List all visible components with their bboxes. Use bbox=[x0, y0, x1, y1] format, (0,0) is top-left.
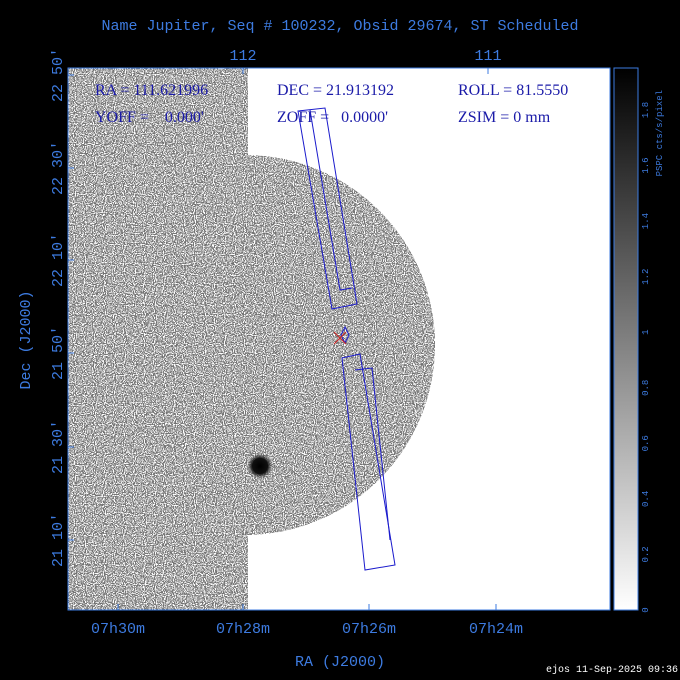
left-tick-label: 21 50' bbox=[50, 326, 67, 380]
colorbar-tick-label: 1.8 bbox=[641, 102, 651, 118]
colorbar bbox=[613, 67, 639, 611]
left-tick-label: 22 10' bbox=[50, 233, 67, 287]
info-text: YOFF = 0.000' bbox=[95, 109, 204, 126]
frame bbox=[67, 67, 611, 611]
colorbar-tick-label: 0.4 bbox=[641, 491, 651, 507]
top-tick-label: 112 bbox=[229, 48, 256, 65]
bottom-tick-label: 07h30m bbox=[91, 621, 145, 638]
info-text: ZOFF = 0.0000' bbox=[277, 109, 388, 126]
bottom-tick-label: 07h28m bbox=[216, 621, 270, 638]
colorbar-tick-label: 0.6 bbox=[641, 435, 651, 451]
info: RA = 111.621996 DEC = 21.913192 ROLL = 81.… bbox=[95, 82, 568, 126]
bottom-tick-label: 07h26m bbox=[342, 621, 396, 638]
bottom-tick-label: 07h24m bbox=[469, 621, 523, 638]
colorbar-tick-label: 0.2 bbox=[641, 546, 651, 562]
colorbar-tick-label: 1.2 bbox=[641, 269, 651, 285]
info-text: ZSIM = 0 mm bbox=[458, 109, 551, 126]
axes: 112 111 22 50' 22 30' 22 10' 21 50' 21 30' 21 1… bbox=[50, 48, 651, 638]
left-tick-label: 22 50' bbox=[50, 48, 67, 102]
left-tick-label: 21 10' bbox=[50, 513, 67, 567]
colorbar-tick-label: 1 bbox=[641, 330, 651, 335]
colorbar-tick-label: 1.4 bbox=[641, 213, 651, 229]
y-axis-title: Dec (J2000) bbox=[18, 290, 35, 389]
info-text: DEC = 21.913192 bbox=[277, 82, 394, 99]
aimpoint bbox=[333, 331, 347, 345]
info-text: RA = 111.621996 bbox=[95, 82, 208, 99]
colorbar-tick-label: 0.8 bbox=[641, 380, 651, 396]
source bbox=[247, 453, 273, 479]
colorbar-tick-label: 1.6 bbox=[641, 157, 651, 173]
colorbar-title: PSPC cts/s/pixel bbox=[655, 90, 665, 176]
footer: ejos 11-Sep-2025 09:36 bbox=[546, 664, 678, 676]
top-tick-label: 111 bbox=[474, 48, 501, 65]
detector-outline bbox=[297, 107, 396, 571]
left-tick-label: 21 30' bbox=[50, 420, 67, 474]
colorbar-tick-label: 0 bbox=[641, 607, 651, 612]
left-tick-label: 22 30' bbox=[50, 141, 67, 195]
title: Name Jupiter, Seq # 100232, Obsid 29674,… bbox=[101, 18, 578, 35]
info-text: ROLL = 81.5550 bbox=[458, 82, 568, 99]
x-axis-title: RA (J2000) bbox=[295, 654, 385, 671]
